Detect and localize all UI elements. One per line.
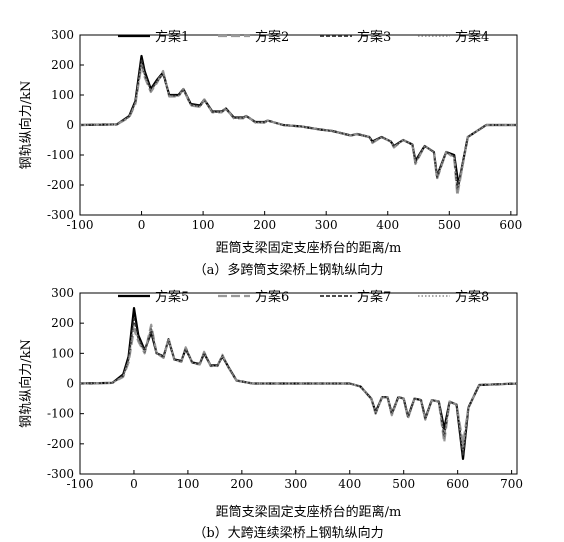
y-tick-label: 0 (66, 377, 74, 391)
y-tick-label: -300 (47, 467, 74, 481)
x-tick-label: 600 (446, 477, 469, 491)
series-line-4 (79, 62, 517, 194)
y-tick-label: 0 (66, 118, 74, 132)
x-tick-label: 500 (438, 218, 461, 232)
y-axis-label: 钢轨纵向力/kN (18, 81, 34, 170)
y-tick-label: -300 (47, 208, 74, 222)
legend-label: 方案5 (155, 289, 189, 305)
y-tick-label: 300 (51, 28, 74, 42)
y-tick-label: -100 (47, 148, 74, 162)
x-tick-label: -100 (67, 218, 94, 232)
x-tick-label: 400 (338, 477, 361, 491)
y-tick-label: -100 (47, 407, 74, 421)
x-tick-label: 500 (392, 477, 415, 491)
plot-frame (79, 34, 518, 216)
x-axis-label: 距筒支梁固定支座桥台的距离/m (216, 240, 402, 256)
series-line-1 (79, 54, 517, 187)
y-tick-label: -200 (47, 178, 74, 192)
x-tick-label: 400 (376, 218, 399, 232)
panel-caption: （a）多跨筒支梁桥上钢轨纵向力 (194, 262, 384, 278)
series-line-7 (79, 317, 518, 457)
y-tick-label: -200 (47, 437, 74, 451)
chart-panel-a: -100 0 100 200 300 400 500 600 -300 -200 -100 0 100 2… (18, 28, 522, 278)
x-tick-label: 0 (130, 477, 138, 491)
y-tick-label: 100 (51, 88, 74, 102)
x-tick-label: 300 (315, 218, 338, 232)
y-axis-label: 钢轨纵向力/kN (18, 339, 34, 428)
x-axis-label: 距筒支梁固定支座桥台的距离/m (216, 504, 402, 520)
x-tick-label: 300 (284, 477, 307, 491)
legend-label: 方案2 (255, 29, 289, 45)
series-line-8 (79, 323, 518, 451)
y-tick-label: 100 (51, 346, 74, 360)
legend-label: 方案1 (155, 29, 189, 45)
x-tick-label: 0 (138, 218, 146, 232)
x-tick-label: 100 (192, 218, 215, 232)
x-tick-label: 200 (253, 218, 276, 232)
x-tick-label: 200 (230, 477, 253, 491)
legend-label: 方案6 (255, 289, 289, 305)
legend-label: 方案8 (455, 289, 489, 305)
legend-label: 方案4 (455, 29, 489, 45)
y-tick-label: 300 (51, 286, 74, 300)
x-tick-label: 600 (499, 218, 522, 232)
x-tick-label: 700 (500, 477, 523, 491)
chart-panel-b: -100 0 100 200 300 400 500 600 700 -300 -200 -100 0 1… (18, 286, 523, 541)
y-tick-label: 200 (51, 316, 74, 330)
x-tick-label: -100 (67, 477, 94, 491)
panel-caption: （b）大跨连续梁桥上钢轨纵向力 (193, 525, 383, 541)
legend-label: 方案3 (357, 29, 391, 45)
x-tick-label: 100 (176, 477, 199, 491)
legend-label: 方案7 (357, 289, 391, 305)
y-tick-label: 200 (51, 58, 74, 72)
series-line-2 (79, 63, 517, 197)
